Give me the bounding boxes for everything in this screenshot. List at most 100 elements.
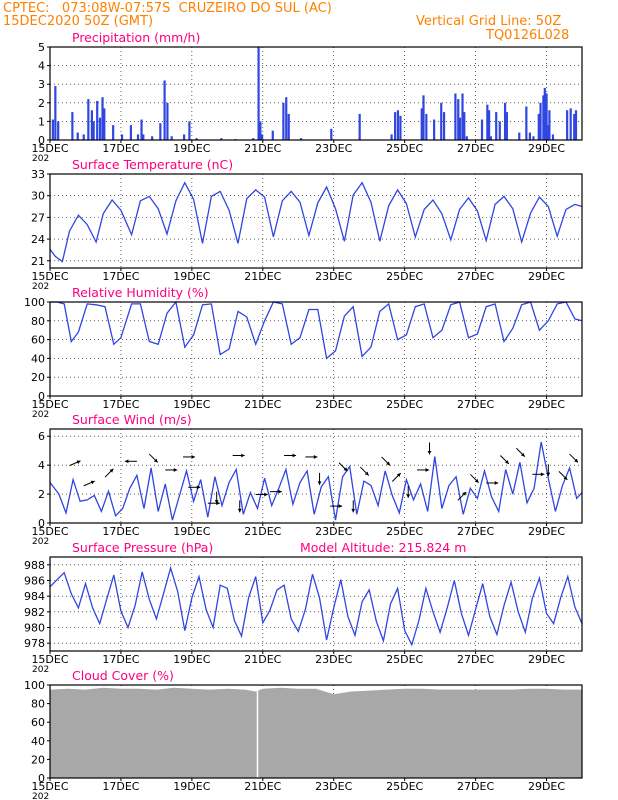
- precip-bar: [503, 102, 507, 140]
- wind-vector-head: [474, 478, 479, 483]
- x-tick-label: 19DEC: [173, 398, 210, 411]
- wind-vector-head: [241, 453, 245, 458]
- y-tick-label: 988: [24, 559, 45, 572]
- x-tick-label: 17DEC: [102, 142, 139, 155]
- wind-vector-head: [563, 475, 568, 480]
- precip-bar: [170, 136, 173, 140]
- wind-vector-head: [343, 467, 348, 472]
- precip-bar: [257, 47, 260, 140]
- panel-frame: [49, 173, 583, 269]
- y-tick-label: 0: [38, 390, 45, 403]
- precip-bar: [488, 110, 491, 140]
- y-tick-label: 980: [24, 622, 45, 635]
- y-tick-label: 80: [31, 315, 45, 328]
- precip-bar: [525, 106, 528, 140]
- x-tick-label: 29DEC: [528, 142, 565, 155]
- precip-bar: [87, 99, 90, 140]
- x-tick-label: 27DEC: [457, 398, 494, 411]
- precip-bar: [528, 132, 531, 140]
- y-tick-label: 1: [38, 115, 45, 128]
- x-tick-label: 21DEC: [244, 398, 281, 411]
- precip-bar: [112, 125, 115, 140]
- x-tick-label: 21DEC: [244, 270, 281, 283]
- y-tick-label: 6: [38, 430, 45, 443]
- y-tick-label: 27: [31, 211, 45, 224]
- precip-bar: [399, 115, 402, 140]
- precip-bar: [163, 80, 166, 140]
- wind-vector-head: [278, 489, 282, 494]
- precip-bar: [101, 97, 104, 140]
- y-tick-label: 33: [31, 168, 45, 181]
- precip-bar: [195, 138, 198, 140]
- series-line: [49, 565, 583, 647]
- precip-bar: [330, 128, 333, 140]
- wind-vector-head: [425, 468, 430, 472]
- wind-vector-head: [76, 460, 81, 464]
- y-tick-label: 0: [38, 772, 45, 785]
- x-tick-label: 27DEC: [457, 780, 494, 793]
- x-tick-label: 19DEC: [173, 270, 210, 283]
- x-tick-label: 17DEC: [102, 780, 139, 793]
- y-tick-label: 24: [31, 233, 45, 246]
- y-tick-label: 984: [24, 590, 45, 603]
- precip-bar: [282, 102, 285, 140]
- wind-vector-head: [338, 504, 343, 509]
- year-label: 202: [32, 154, 49, 164]
- x-tick-label: 27DEC: [457, 653, 494, 666]
- precip-bar: [82, 134, 85, 140]
- precip-bar: [573, 113, 576, 140]
- wind-vector-head: [292, 453, 297, 458]
- x-tick-label: 29DEC: [528, 270, 565, 283]
- precip-bar: [537, 113, 540, 140]
- precip-bar: [140, 119, 143, 140]
- precip-bar: [271, 130, 274, 140]
- header-grid-line: Vertical Grid Line: 50Z: [416, 14, 562, 29]
- precip-bar: [458, 117, 462, 140]
- cloud-area: [50, 687, 582, 778]
- panel-subtitle: Model Altitude: 215.824 m: [300, 540, 466, 555]
- year-label: 202: [32, 792, 49, 800]
- wind-vector-head: [313, 455, 318, 459]
- precip-bar: [96, 100, 99, 140]
- x-tick-label: 23DEC: [315, 653, 352, 666]
- wind-vector-head: [317, 481, 322, 485]
- precip-bar: [486, 104, 489, 140]
- precip-bar: [287, 113, 290, 140]
- x-tick-label: 25DEC: [386, 142, 423, 155]
- wind-vector-head: [462, 491, 467, 496]
- series-line: [50, 300, 583, 360]
- precip-bar: [151, 136, 154, 140]
- panel-frame: [49, 556, 583, 652]
- y-tick-label: 40: [31, 352, 45, 365]
- precip-bar: [532, 136, 535, 140]
- y-tick-label: 2: [38, 488, 45, 501]
- x-tick-label: 23DEC: [315, 398, 352, 411]
- precip-bar: [394, 112, 397, 140]
- x-tick-label: 29DEC: [528, 653, 565, 666]
- precip-bar: [463, 112, 466, 140]
- y-tick-label: 3: [38, 78, 45, 91]
- wind-vector-head: [574, 458, 578, 463]
- x-tick-label: 29DEC: [528, 780, 565, 793]
- x-tick-label: 25DEC: [386, 653, 423, 666]
- y-tick-label: 4: [38, 459, 45, 472]
- y-tick-label: 986: [24, 575, 45, 588]
- y-tick-label: 21: [31, 255, 45, 268]
- panel-frame: [49, 684, 583, 779]
- year-label: 202: [32, 410, 49, 420]
- wind-vector-head: [237, 508, 242, 513]
- x-tick-label: 21DEC: [244, 525, 281, 538]
- precip-bar: [142, 134, 145, 140]
- x-tick-label: 17DEC: [102, 398, 139, 411]
- x-tick-label: 15DEC: [31, 780, 68, 793]
- precip-bar: [358, 113, 361, 140]
- precip-bar: [90, 110, 93, 140]
- precip-bar: [166, 102, 169, 140]
- wind-vector-head: [504, 460, 509, 464]
- precip-bar: [76, 132, 79, 140]
- precip-bar: [120, 134, 124, 140]
- precip-bar: [546, 125, 549, 140]
- y-tick-label: 0: [38, 517, 45, 530]
- y-tick-label: 40: [31, 735, 45, 748]
